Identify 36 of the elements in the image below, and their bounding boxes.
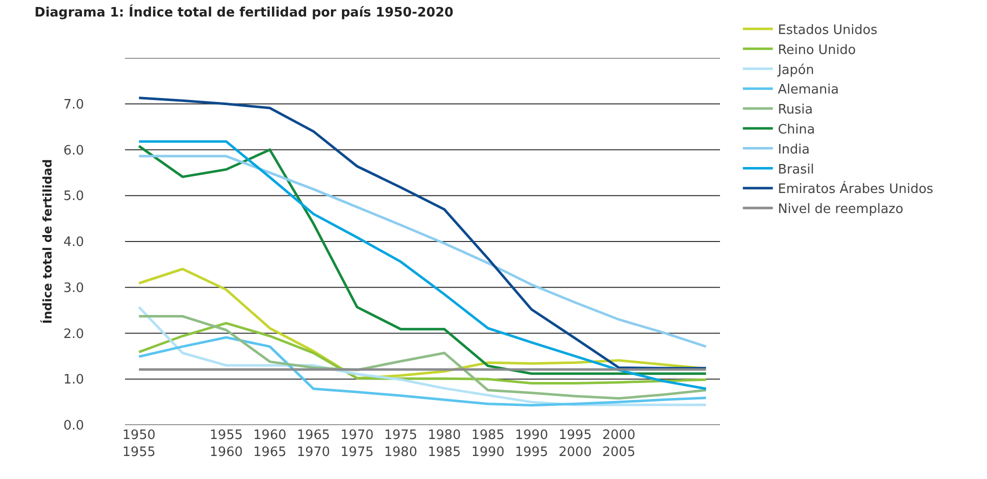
- y-tick-label: 7.0: [63, 97, 84, 112]
- legend-label: India: [778, 142, 810, 158]
- legend-label: Nivel de reemplazo: [778, 202, 904, 218]
- legend-label: Japón: [776, 62, 814, 78]
- legend-label: Rusia: [778, 102, 813, 118]
- x-tick-label: 1990 1995: [515, 428, 548, 460]
- x-tick-label: 1975 1980: [384, 428, 418, 460]
- chart-title: Diagrama 1: Índice total de fertilidad por país 1950-2020: [34, 3, 454, 20]
- line-series: [138, 322, 708, 384]
- y-tick-label: 1.0: [63, 372, 84, 388]
- line-series: [138, 96, 708, 370]
- x-tick-label: 1970 1975: [340, 428, 374, 460]
- legend-label: Alemania: [778, 82, 839, 98]
- legend-label: Estados Unidos: [778, 22, 878, 38]
- x-tick-label: 1965 1970: [296, 428, 330, 460]
- y-tick-label: 3.0: [63, 280, 84, 296]
- x-tick-label: 1980 1985: [428, 428, 461, 460]
- legend-label: Brasil: [778, 162, 814, 178]
- y-tick-label: 6.0: [63, 143, 84, 158]
- y-tick-label: 5.0: [63, 189, 84, 204]
- y-tick-label: 2.0: [63, 326, 84, 342]
- legend-label: Emiratos Árabes Unidos: [778, 180, 934, 198]
- y-tick-label: 4.0: [63, 235, 84, 250]
- line-series: [138, 336, 708, 407]
- x-tick-label: 1950 1955: [122, 428, 156, 460]
- y-axis-title: Índice total de fertilidad: [40, 159, 55, 324]
- x-tick-label: 1995 2000: [558, 428, 592, 460]
- x-tick-label: 1960 1965: [253, 428, 286, 460]
- legend-label: Reino Unido: [778, 42, 856, 58]
- x-tick-label: 2000 2005: [602, 428, 636, 460]
- y-tick-label: 0.0: [63, 418, 84, 434]
- line-series: [138, 154, 708, 348]
- line-series: [138, 315, 708, 400]
- x-tick-label: 1985 1990: [471, 428, 504, 460]
- x-tick-label: 1955 1960: [210, 428, 243, 460]
- legend-label: China: [778, 122, 815, 138]
